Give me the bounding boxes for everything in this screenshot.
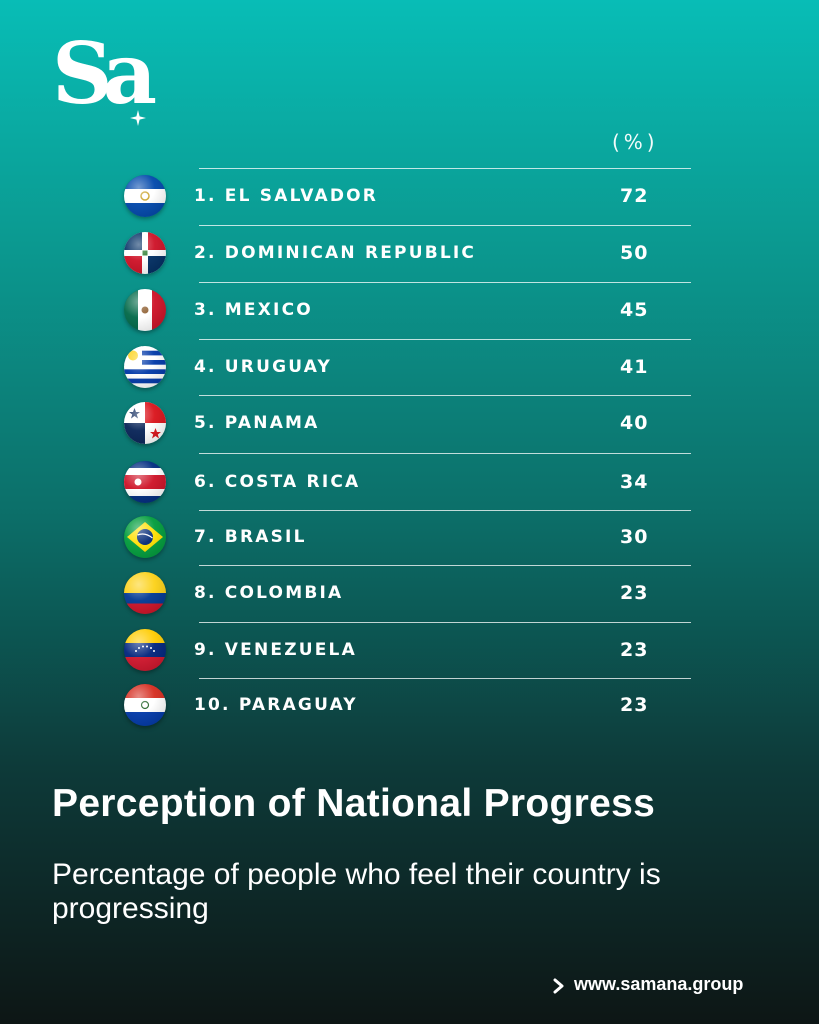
percentage-value: 23 <box>620 694 649 716</box>
paraguay-flag-icon <box>124 684 166 726</box>
table-row: 4. URUGUAY 41 <box>0 339 819 396</box>
row-divider <box>199 338 691 340</box>
dominican-republic-flag-icon <box>124 232 166 274</box>
table-row: 6. COSTA RICA 34 <box>0 454 819 511</box>
row-divider <box>199 621 691 623</box>
table-row: 3. MEXICO 45 <box>0 282 819 340</box>
percentage-value: 23 <box>620 582 649 604</box>
country-label: 4. URUGUAY <box>194 357 332 377</box>
samana-logo: Sa <box>52 24 174 130</box>
row-divider <box>199 395 691 396</box>
brazil-flag-icon <box>124 516 166 558</box>
percentage-value: 40 <box>620 412 649 434</box>
panama-flag-icon <box>124 402 166 444</box>
country-label: 3. MEXICO <box>194 300 313 320</box>
table-row: 5. PANAMA 40 <box>0 395 819 454</box>
table-row: 7. BRASIL 30 <box>0 509 819 566</box>
percentage-value: 45 <box>620 299 649 321</box>
el-salvador-flag-icon <box>124 175 166 217</box>
colombia-flag-icon <box>124 572 166 614</box>
table-row: 1. EL SALVADOR 72 <box>0 168 819 226</box>
percentage-value: 34 <box>620 471 649 493</box>
unit-label: (%) <box>612 130 659 154</box>
uruguay-flag-icon <box>124 346 166 388</box>
row-divider <box>199 281 691 283</box>
country-label: 2. DOMINICAN REPUBLIC <box>194 243 477 263</box>
logo-lettering: Sa <box>52 24 157 123</box>
sparkle-icon <box>130 110 146 126</box>
chart-title: Perception of National Progress <box>52 782 656 825</box>
country-label: 8. COLOMBIA <box>194 583 344 603</box>
table-row: 10. PARAGUAY 23 <box>0 677 819 733</box>
country-label: 5. PANAMA <box>194 413 320 433</box>
country-label: 1. EL SALVADOR <box>194 186 379 206</box>
percentage-value: 72 <box>620 185 649 207</box>
costa-rica-flag-icon <box>124 461 166 503</box>
percentage-value: 30 <box>620 526 649 548</box>
country-label: 7. BRASIL <box>194 527 307 547</box>
table-row: 8. COLOMBIA 23 <box>0 565 819 623</box>
chevron-right-icon <box>553 978 564 994</box>
table-row: 2. DOMINICAN REPUBLIC 50 <box>0 225 819 283</box>
percentage-value: 41 <box>620 356 649 378</box>
row-divider <box>199 677 691 679</box>
percentage-value: 50 <box>620 242 649 264</box>
country-label: 10. PARAGUAY <box>194 695 358 715</box>
row-divider <box>199 509 691 511</box>
table-top-divider <box>199 168 691 169</box>
website-url: www.samana.group <box>574 974 744 994</box>
country-label: 6. COSTA RICA <box>194 472 361 492</box>
row-divider <box>199 565 691 566</box>
country-label: 9. VENEZUELA <box>194 640 357 660</box>
table-row: 9. VENEZUELA 23 <box>0 622 819 679</box>
row-divider <box>199 452 691 454</box>
chart-subtitle: Percentage of people who feel their coun… <box>52 858 661 925</box>
mexico-flag-icon <box>124 289 166 331</box>
row-divider <box>199 224 691 226</box>
venezuela-flag-icon <box>124 629 166 671</box>
percentage-value: 23 <box>620 639 649 661</box>
